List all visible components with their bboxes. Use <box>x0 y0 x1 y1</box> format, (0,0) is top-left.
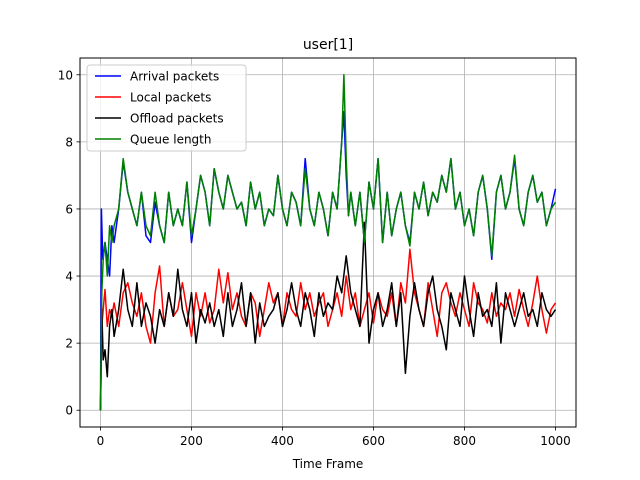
legend-label: Local packets <box>130 91 211 105</box>
ticks: 0 200 400 600 800 1000 0 2 4 6 8 10 <box>58 68 571 448</box>
x-tick-label: 200 <box>180 434 203 448</box>
plot-frame <box>79 57 577 428</box>
x-axis-label: Time Frame <box>292 457 364 471</box>
x-tick-label: 600 <box>362 434 385 448</box>
legend-box <box>86 64 247 152</box>
y-tick-label: 10 <box>58 68 73 82</box>
y-tick-label: 2 <box>65 337 73 351</box>
legend-label: Arrival packets <box>130 70 219 84</box>
x-tick-label: 400 <box>271 434 294 448</box>
y-tick-label: 8 <box>65 135 73 149</box>
series-layer <box>99 74 557 411</box>
legend-label: Queue length <box>130 133 212 147</box>
series-line-2 <box>99 248 557 411</box>
y-tick-label: 6 <box>65 202 73 216</box>
y-tick-label: 4 <box>65 270 73 284</box>
chart-title: user[1] <box>303 37 353 53</box>
x-tick-label: 0 <box>97 434 105 448</box>
legend-label: Offload packets <box>130 112 224 126</box>
x-tick-label: 800 <box>453 434 476 448</box>
series-line-3 <box>99 221 557 411</box>
x-tick-label: 1000 <box>540 434 571 448</box>
series-line-4 <box>99 74 557 411</box>
legend: Arrival packets Local packets Offload pack… <box>86 64 247 152</box>
y-tick-label: 0 <box>65 404 73 418</box>
